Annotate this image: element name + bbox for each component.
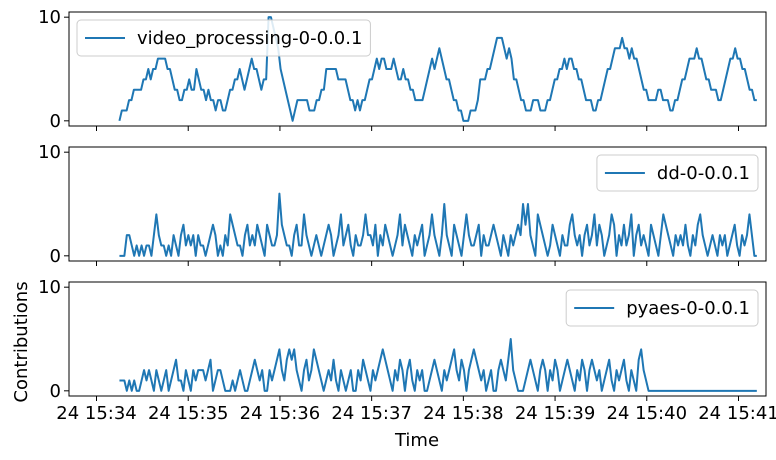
axes-frame	[68, 11, 767, 127]
x-tick-label: 24 15:38	[423, 403, 504, 424]
series-line-3-1	[119, 338, 757, 392]
axes-frame	[68, 146, 767, 262]
legend: pyaes-0-0.0.1	[565, 289, 759, 327]
x-tick-label: 24 15:40	[607, 403, 688, 424]
x-axis-label: Time	[394, 430, 439, 451]
y-tick-label: 0	[50, 111, 61, 132]
legend-box	[76, 19, 371, 57]
legend-label: video_processing-0-0.0.1	[137, 28, 362, 49]
y-tick-label: 0	[50, 246, 61, 267]
x-tick-label: 24 15:35	[148, 403, 229, 424]
y-tick-label: 0	[50, 381, 61, 402]
x-tick-label: 24 15:37	[331, 403, 412, 424]
legend-box	[596, 154, 759, 192]
legend-label: pyaes-0-0.0.1	[626, 298, 750, 319]
panel-2: 0 10 dd-0-0.0.1	[38, 142, 767, 267]
x-tick-label: 24 15:39	[515, 403, 596, 424]
x-tick-label: 24 15:41	[698, 403, 776, 424]
axes-frame	[68, 281, 767, 397]
legend: video_processing-0-0.0.1	[76, 19, 371, 57]
y-tick-label: 10	[38, 142, 61, 163]
y-tick-label: 10	[38, 7, 61, 28]
legend-box	[565, 289, 759, 327]
panel-3: 0 10 24 15:34 24 15:35 24 15:36 24 15:37 24 15…	[38, 277, 776, 424]
y-tick-label: 10	[38, 277, 61, 298]
legend-label: dd-0-0.0.1	[657, 163, 750, 184]
series-line-2-1	[119, 192, 757, 257]
x-tick-label: 24 15:36	[240, 403, 321, 424]
x-tick-label: 24 15:34	[56, 403, 137, 424]
series-line-1-1	[118, 16, 757, 122]
legend: dd-0-0.0.1	[596, 154, 759, 192]
y-axis-label: Contributions	[11, 281, 32, 402]
panel-1: 0 10 video_processing-0-0.0.1	[38, 7, 767, 132]
